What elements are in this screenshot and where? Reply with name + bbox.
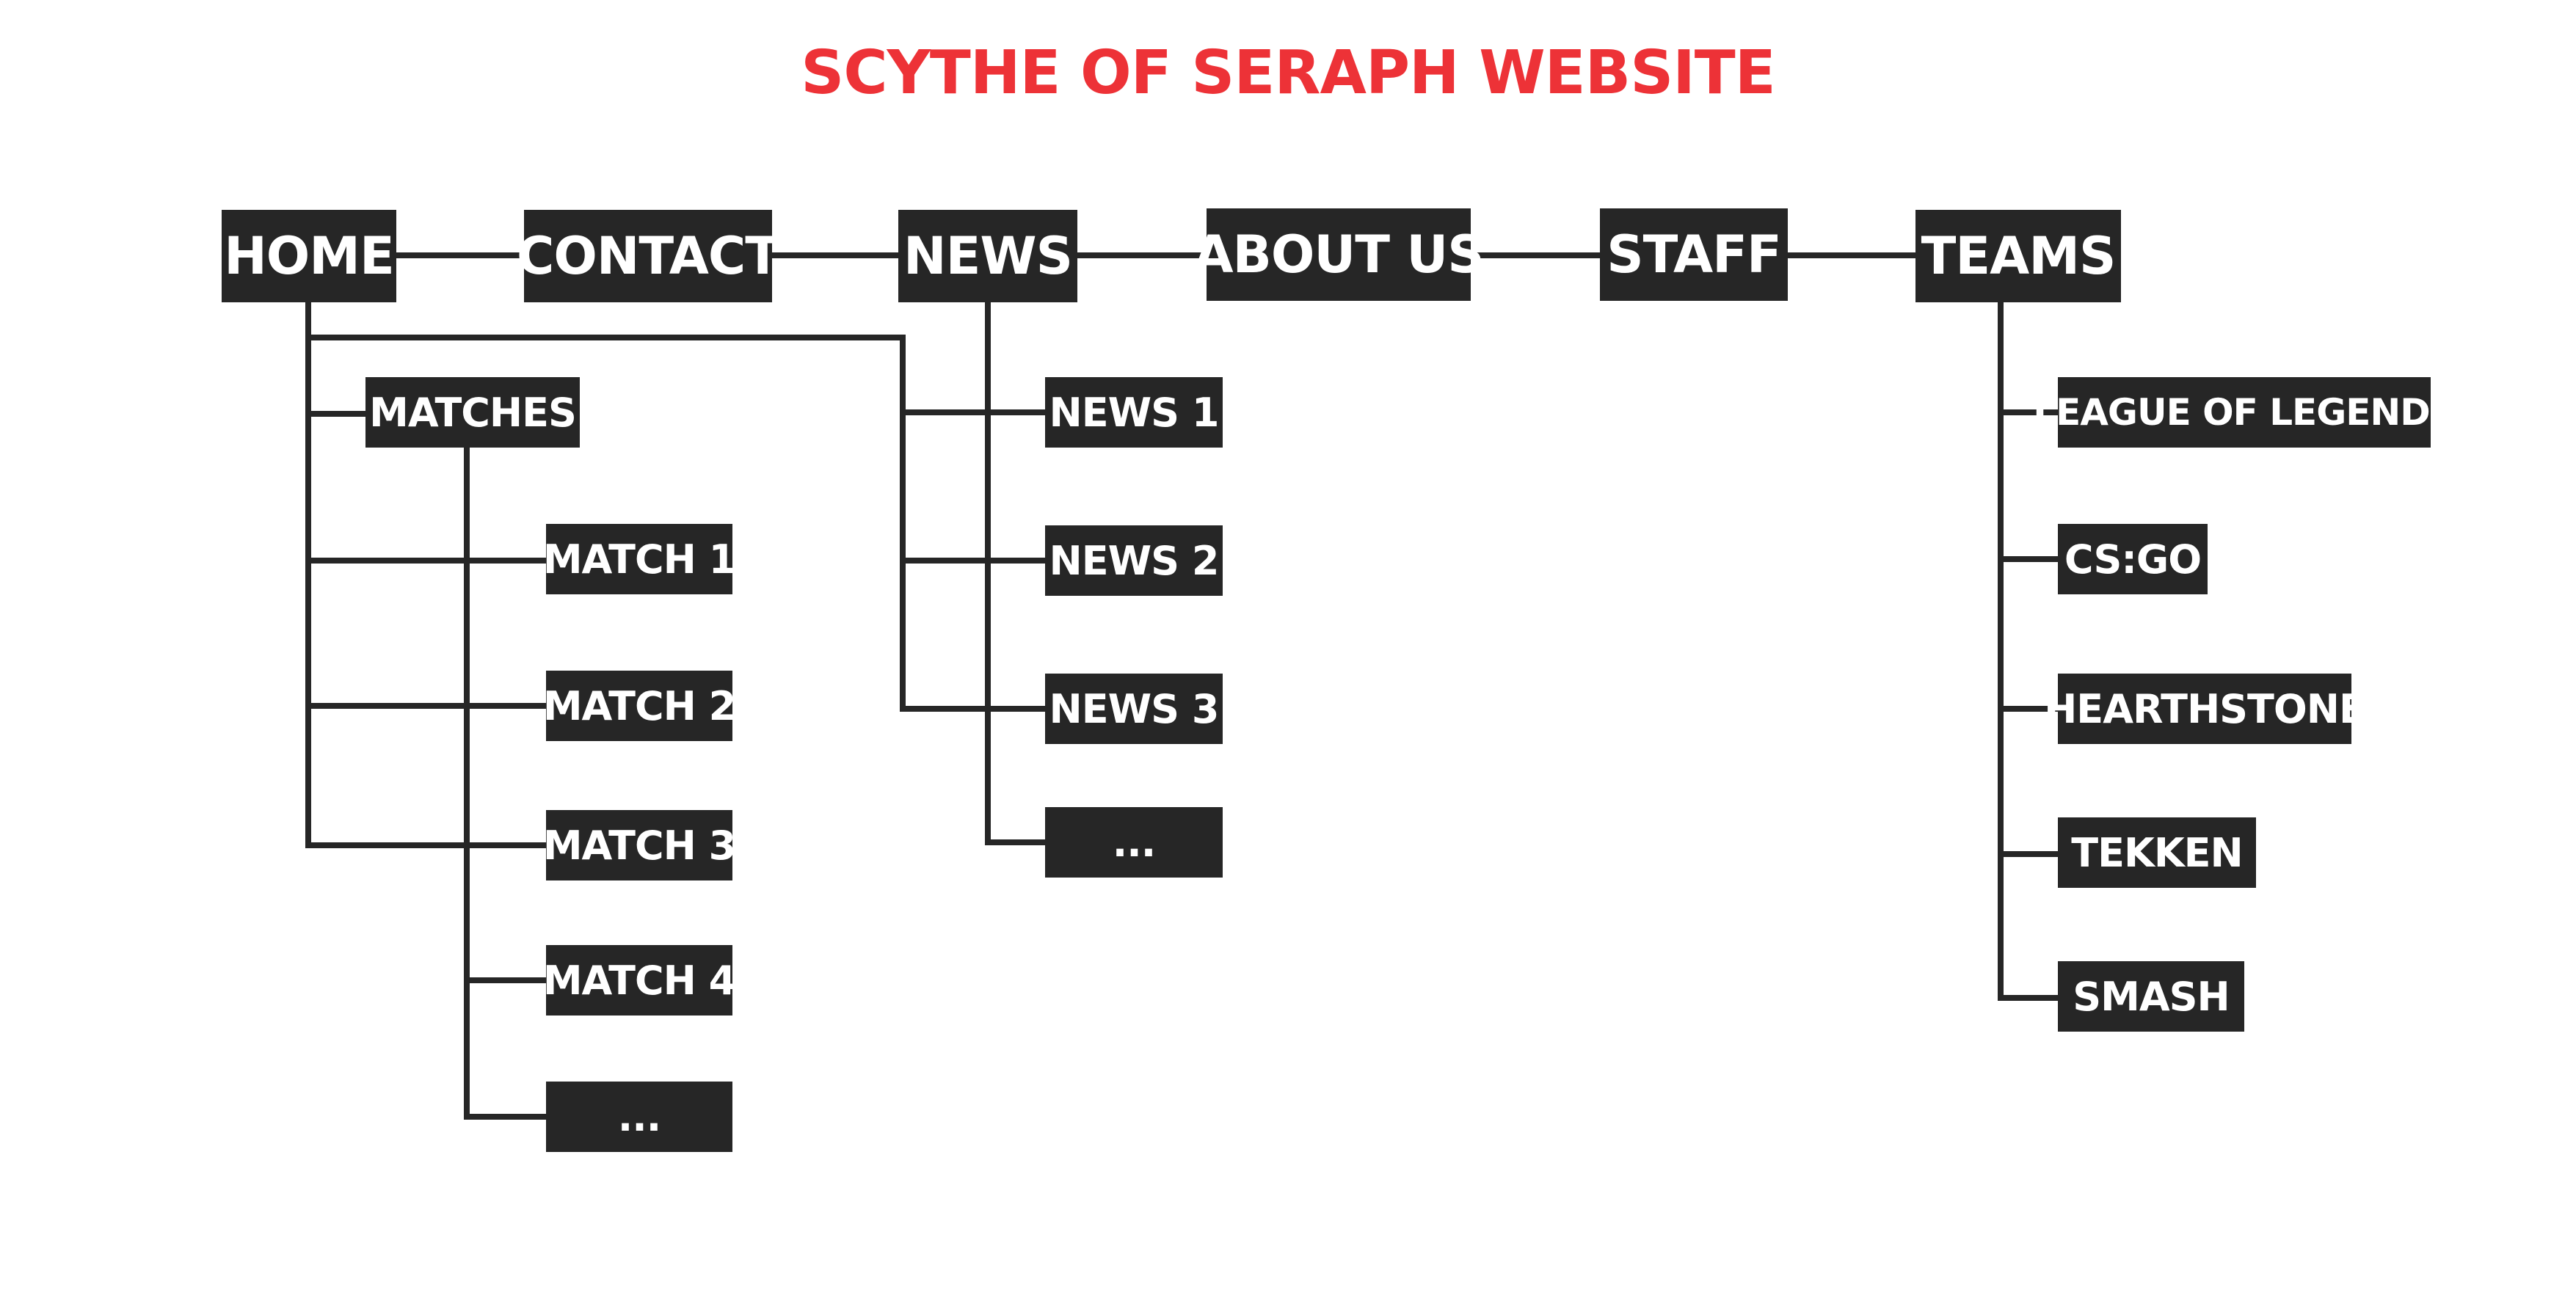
node-match-1[interactable]: MATCH 1 bbox=[543, 524, 736, 594]
node-smash[interactable]: SMASH bbox=[2058, 961, 2244, 1032]
node-matches[interactable]: MATCHES bbox=[365, 377, 580, 448]
node-news-more[interactable]: ... bbox=[1045, 807, 1223, 878]
node-league-of-legends[interactable]: LEAGUE OF LEGENDS bbox=[2033, 377, 2456, 448]
nav-news[interactable]: NEWS bbox=[898, 210, 1077, 302]
node-tekken[interactable]: TEKKEN bbox=[2058, 817, 2256, 888]
nav-home[interactable]: HOME bbox=[222, 210, 396, 302]
nav-contact[interactable]: CONTACT bbox=[517, 210, 780, 302]
node-news-3[interactable]: NEWS 3 bbox=[1045, 674, 1223, 744]
node-news-2[interactable]: NEWS 2 bbox=[1045, 525, 1223, 596]
node-news-1[interactable]: NEWS 1 bbox=[1045, 377, 1223, 448]
node-csgo[interactable]: CS:GO bbox=[2058, 524, 2208, 594]
nav-about-us[interactable]: ABOUT US bbox=[1193, 208, 1485, 301]
node-match-3[interactable]: MATCH 3 bbox=[543, 810, 736, 880]
nav-staff[interactable]: STAFF bbox=[1600, 208, 1788, 301]
node-match-2[interactable]: MATCH 2 bbox=[543, 671, 736, 741]
nav-teams[interactable]: TEAMS bbox=[1915, 210, 2121, 302]
page-title: SCYTHE OF SERAPH WEBSITE bbox=[801, 38, 1775, 108]
node-match-more[interactable]: ... bbox=[546, 1082, 732, 1152]
node-hearthstone[interactable]: HEARTHSTONE bbox=[2044, 674, 2366, 744]
node-match-4[interactable]: MATCH 4 bbox=[543, 945, 736, 1016]
